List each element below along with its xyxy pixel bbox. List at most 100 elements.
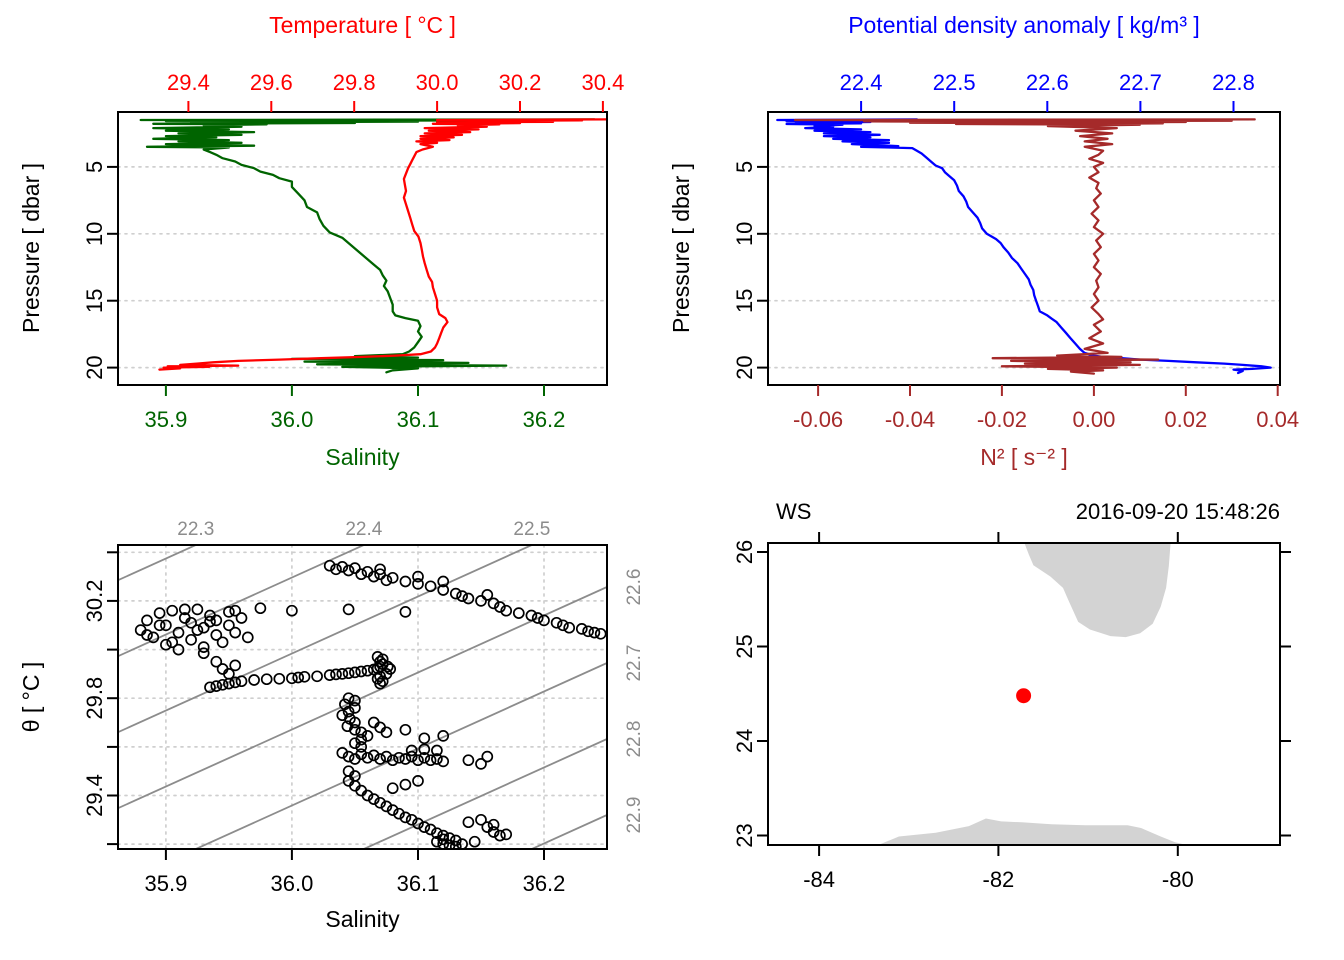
ts-point [349,702,361,714]
axis-tick-label: 0.04 [1256,407,1299,432]
ts-point [405,813,418,826]
isopycnal-line [193,662,607,849]
ts-point [437,730,450,742]
ts-point [210,629,223,641]
ts-point [424,754,437,767]
ts-point [355,733,368,746]
ts-point [185,633,197,646]
ts-point [323,559,336,572]
ts-point [412,578,424,590]
axis-tick-label: 22.5 [933,70,976,95]
ts-point [235,612,248,624]
n2-axis-title: N² [ s⁻² ] [980,444,1068,470]
ts-point [462,592,475,605]
axis-tick-label: 20 [82,355,107,379]
ts-point [437,755,450,768]
ts-point [286,672,298,685]
ts-point [475,758,487,770]
axis-tick-label: 5 [732,161,757,173]
ts-point [147,631,160,644]
profile-temp-sal: 29.4 29.6 29.8 30.0 30.2 30.4 35.9 36.0 36.1 36.2… [82,70,624,432]
ts-point [424,580,437,593]
ts-point [575,623,588,635]
axis-tick-label: 35.9 [144,407,187,432]
ts-point [437,838,450,849]
ts-point [437,833,450,846]
ts-point [361,751,374,764]
ts-point [487,826,500,838]
ts-point [336,561,349,573]
ts-point [386,782,399,795]
ts-point [449,840,462,849]
ts-point [582,625,594,638]
ts-point [241,631,254,644]
land-polygon [878,818,1187,845]
ts-point [374,796,386,809]
ts-point [273,672,286,685]
ts-point [412,817,424,830]
ts-point [487,818,500,831]
axis-tick-label: 36.1 [397,871,440,896]
ts-point [405,750,418,763]
ts-point [418,732,431,745]
axis-tick-label: 15 [732,288,757,312]
axis-tick-label: 29.6 [250,70,293,95]
isopycnal-label-right: 22.9 [624,797,645,834]
ts-point [399,753,412,765]
ts-point [229,676,242,689]
ts-point [229,604,242,617]
ts-point [512,607,525,619]
axis-tick-label: 36.2 [523,407,566,432]
isopycnal-label-right: 22.7 [624,645,645,682]
ts-point [412,570,424,583]
ts-point [197,647,210,660]
pressure-axis-title-right: Pressure [ dbar ] [668,162,694,334]
ts-point [349,666,361,679]
ts-point [538,614,550,627]
ts-point [349,737,361,750]
ts-point [367,793,380,805]
axis-tick-label: 35.9 [144,871,187,896]
ts-point [374,677,386,690]
axis-tick-label: 30.4 [581,70,624,95]
ts-point [412,775,424,787]
isopycnal-label-top: 22.3 [177,519,214,540]
plot-box [767,542,1281,846]
map-tick-label: 23 [732,823,757,847]
ts-point [380,800,393,813]
map-tick-label: -80 [1162,867,1194,892]
ts-point [500,828,513,841]
ts-point [330,563,342,576]
ts-point [525,609,538,622]
ts-point [393,807,405,820]
ts-point [235,675,248,688]
ts-point [393,751,405,764]
ts-point [462,816,475,829]
ts-diagram: 22.3 22.4 22.5 22.6 22.7 22.8 22.9 35.9 36.0 36.1… [82,519,645,896]
ts-point [210,680,223,692]
ts-point [386,804,399,816]
ts-point [342,564,355,577]
axis-tick-label: 30.2 [82,579,107,622]
axis-tick-label: 10 [82,222,107,246]
axis-tick-label: 29.4 [82,774,107,817]
ts-point [166,636,179,649]
axis-tick-label: 30.0 [416,70,459,95]
ts-point [216,636,229,649]
ts-point [475,595,487,607]
ts-point [367,570,380,583]
ts-point [405,744,418,757]
axis-tick-label: 22.4 [840,70,883,95]
isopycnal-line [118,586,607,810]
ts-point [563,621,576,634]
ts-point [367,749,380,762]
isopycnal-line [361,738,607,849]
ts-point [330,668,342,681]
axis-tick-label: 22.6 [1026,70,1069,95]
axis-tick-label: 36.2 [523,871,566,896]
ts-point [437,575,450,588]
ts-point [210,614,223,627]
ts-point [376,675,389,688]
ts-point [204,681,216,694]
salinity-curve [139,118,596,374]
